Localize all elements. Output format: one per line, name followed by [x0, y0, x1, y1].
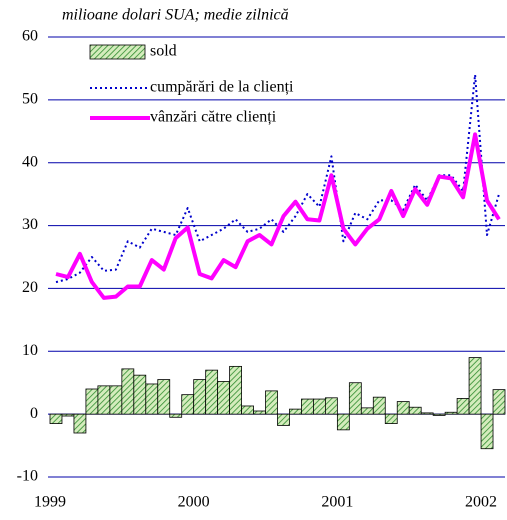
bar	[73, 413, 87, 434]
y-tick-label: 30	[22, 216, 38, 233]
legend-swatch	[89, 44, 146, 60]
bar	[396, 401, 410, 415]
bar	[348, 382, 362, 415]
bar	[241, 405, 254, 415]
bar	[456, 398, 470, 415]
bar	[444, 411, 458, 415]
y-tick-label: 40	[22, 153, 38, 170]
bar	[265, 390, 278, 415]
bar	[181, 394, 195, 415]
y-tick-label: 0	[30, 405, 38, 422]
y-tick-label: -10	[17, 468, 38, 485]
bar	[384, 413, 398, 424]
y-tick-label: 10	[22, 342, 38, 359]
bar	[360, 407, 374, 415]
bar	[289, 408, 302, 415]
bar	[61, 413, 75, 417]
bar	[480, 413, 494, 450]
bar	[205, 369, 219, 415]
legend-label: vânzări către clienți	[150, 109, 277, 126]
bar	[121, 368, 135, 415]
bar	[109, 385, 123, 415]
series-line	[55, 132, 501, 300]
y-tick-label: 50	[22, 91, 38, 108]
bar	[145, 383, 159, 415]
bar	[97, 385, 111, 415]
bar	[217, 381, 231, 415]
subtitle: milioane dolari SUA; medie zilnică	[62, 7, 289, 24]
y-tick-label: 60	[22, 28, 38, 45]
bar	[169, 413, 183, 418]
bar	[49, 413, 63, 424]
bar	[372, 396, 386, 415]
series-line	[55, 73, 500, 284]
bar	[193, 379, 207, 415]
bar	[157, 379, 171, 415]
bar	[336, 413, 350, 431]
bar	[253, 410, 266, 415]
bar	[85, 388, 99, 415]
bar	[324, 397, 338, 415]
bar	[277, 413, 290, 426]
bar	[432, 413, 446, 416]
legend-label: cumpărări de la clienți	[150, 79, 294, 96]
bar	[133, 374, 147, 415]
bar	[420, 412, 434, 415]
bar	[468, 357, 482, 415]
y-tick-label: 20	[22, 279, 38, 296]
bar	[301, 398, 314, 415]
x-tick-label: 2002	[465, 494, 497, 511]
legend-label: sold	[150, 43, 177, 60]
bar	[408, 406, 422, 415]
bar	[313, 398, 326, 415]
x-tick-label: 2000	[178, 494, 210, 511]
x-tick-label: 1999	[34, 494, 66, 511]
bar	[229, 365, 242, 415]
x-tick-label: 2001	[321, 494, 353, 511]
bar	[492, 389, 506, 415]
